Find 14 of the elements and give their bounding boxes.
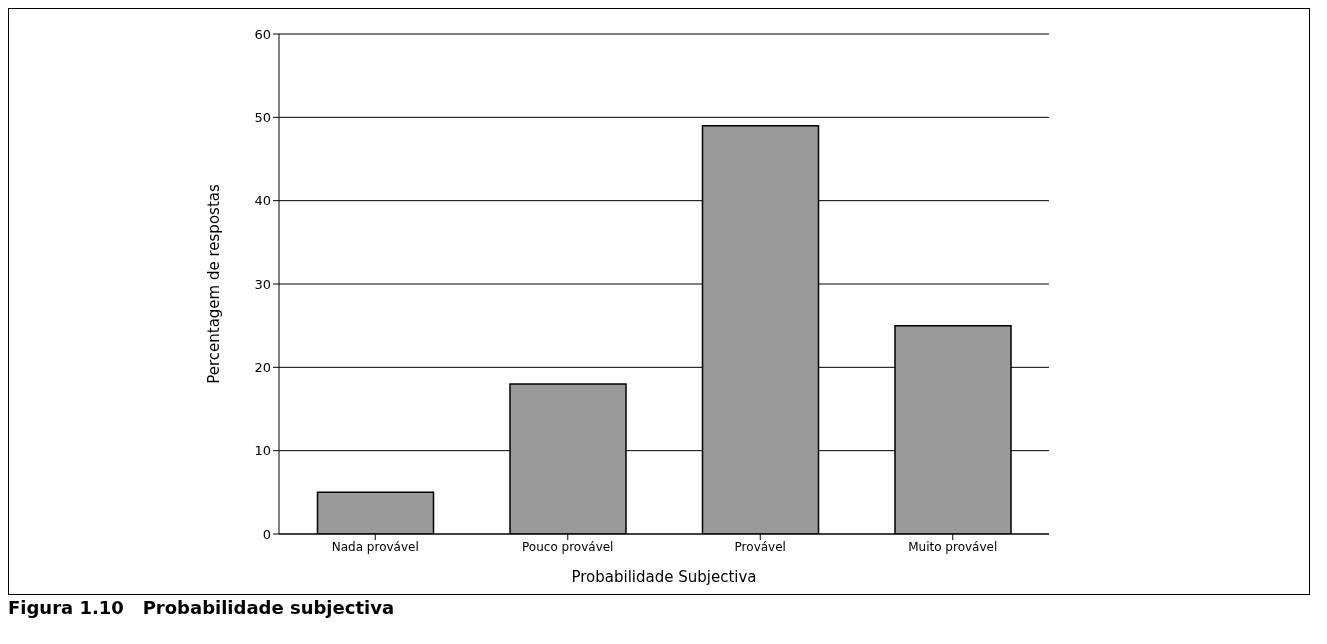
x-tick-label: Muito provável [908, 539, 998, 554]
y-tick-label: 10 [254, 443, 271, 459]
y-tick-label: 50 [254, 109, 271, 125]
y-tick-label: 30 [254, 276, 271, 292]
text: Figura 1.10 Probabilidade subjectiva [8, 597, 396, 618]
x-axis-title: Probabilidade Subjectiva [571, 568, 757, 586]
x-tick-label: Provável [734, 539, 786, 554]
x-tick-label: Pouco provável [522, 539, 614, 554]
x-tick-label: Nada provável [331, 539, 419, 554]
y-tick-label: 60 [254, 26, 271, 42]
y-axis-title: Percentagem de respostas [205, 184, 224, 384]
y-tick-label: 0 [262, 526, 271, 542]
y-tick-label: 40 [254, 193, 271, 209]
y-tick-label: 20 [254, 359, 271, 375]
